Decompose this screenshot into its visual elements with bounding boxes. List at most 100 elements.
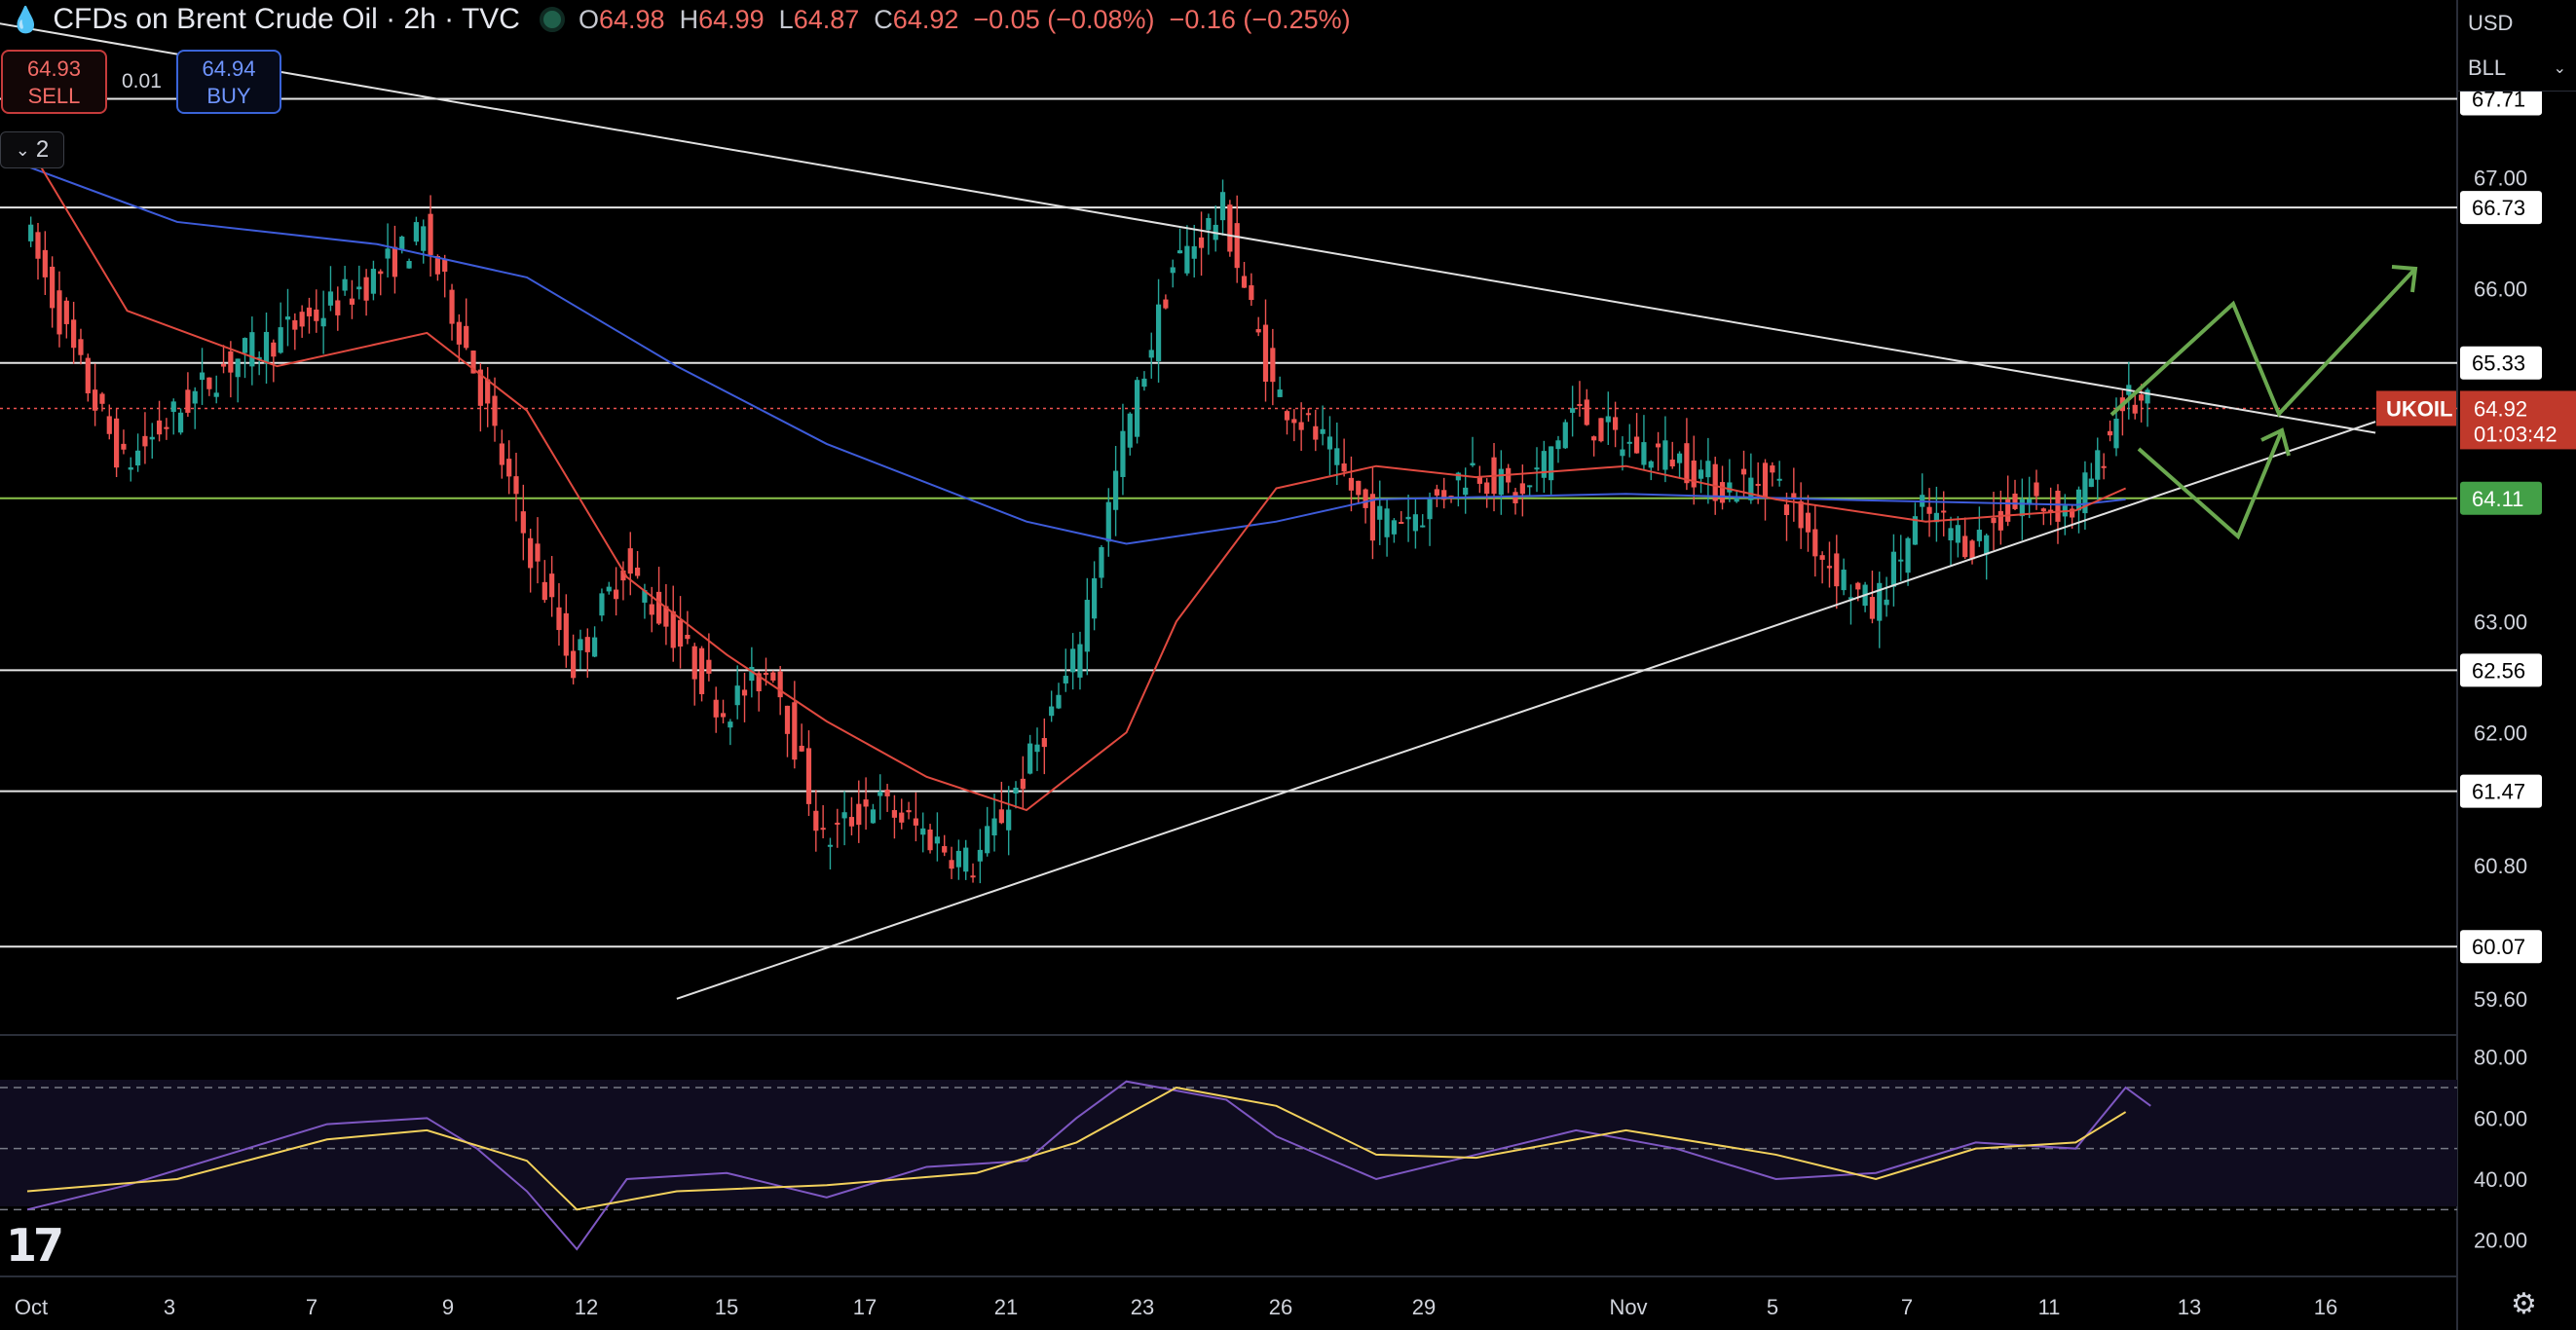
candle-body [1605,416,1611,423]
symbol-badge [2376,390,2456,426]
symbol-title[interactable]: CFDs on Brent Crude Oil · 2h · TVC [53,3,520,35]
level-price-tag [2460,653,2542,687]
candle-body [327,291,334,306]
candle-body [1541,451,1547,478]
indicators-toggle[interactable]: ⌄ 2 [0,131,64,168]
time-tick-label: 12 [575,1295,598,1319]
candle-body [963,847,969,872]
candle-body [2055,490,2061,522]
candle-body [1377,505,1383,520]
candle-body [164,426,169,429]
candle-body [2095,450,2101,480]
candle-body [1441,490,1447,500]
candle-body [1291,419,1297,424]
candle-body [134,450,141,466]
candle-body [1184,245,1190,274]
candle-body [149,436,155,440]
candle-body [1519,483,1525,495]
candle-body [584,637,590,652]
candle-body [749,666,755,682]
candle-body [1584,399,1589,425]
candle-body [1399,522,1404,525]
ma-slow-line [26,166,2126,545]
candle-body [114,418,120,468]
time-tick-label: 9 [442,1295,454,1319]
candle-body [813,810,819,831]
candle-body [884,789,890,796]
rsi-tick-label: 80.00 [2474,1046,2527,1070]
candle-body [1405,516,1411,520]
candle-body [1655,443,1661,448]
candle-body [1991,517,1997,524]
level-price-label: 62.56 [2472,658,2525,683]
candle-body [1527,485,1533,488]
candle-body [734,685,740,706]
candle-body [770,672,776,681]
candle-body [1555,440,1561,450]
candle-body [2101,465,2107,468]
candle-body [256,356,262,360]
candle-body [606,586,612,592]
buy-button[interactable]: 64.94 BUY [176,50,281,114]
candle-body [841,812,847,819]
level-price-label: 65.33 [2472,351,2525,376]
currency-selector[interactable]: USD [2458,0,2576,47]
chevron-down-icon: ⌄ [2553,59,2566,77]
candle-body [1740,468,1747,475]
trendline-ascending [676,421,2376,1000]
candle-body [1455,472,1461,481]
rsi-line [26,1080,2151,1251]
sell-label: SELL [27,84,81,108]
candle-body [1191,245,1197,259]
candle-body [1412,514,1419,532]
candle-body [1869,597,1876,619]
candle-body [1155,304,1162,362]
unit-selector[interactable]: BLL ⌄ [2458,45,2576,92]
candle-body [528,537,534,569]
candle-body [1997,510,2003,531]
candle-body [128,467,133,470]
candle-body [1127,413,1133,448]
candle-body [1755,483,1761,486]
last-price-tag [2460,390,2576,450]
rsi-tick-label: 20.00 [2474,1229,2527,1253]
candle-body [863,799,869,807]
candle-body [1084,600,1090,652]
settings-gear-icon[interactable]: ⚙ [2511,1288,2537,1320]
candle-body [1141,378,1147,388]
candle-body [2019,499,2025,517]
sell-button[interactable]: 64.93 SELL [1,50,107,114]
candle-body [1198,237,1205,248]
candle-body [1841,570,1847,591]
candle-body [1034,744,1040,753]
candle-body [563,612,569,656]
pullback-projection-arrow [2137,429,2284,540]
candle-body [1941,510,1947,513]
candle-body [698,647,705,694]
candle-body [691,646,697,680]
candle-body [1798,500,1804,529]
ohlc-readout: O64.98 H64.99 L64.87 C64.92 −0.05 (−0.08… [578,4,1351,34]
candle-body [1819,555,1825,560]
candle-body [2040,508,2046,512]
candle-body [1512,492,1518,503]
tradingview-logo-icon[interactable]: 17 [6,1219,64,1272]
candle-body [720,713,727,718]
candle-body [627,548,633,574]
candle-body [464,325,469,349]
candle-body [899,812,905,823]
candle-body [1719,482,1726,503]
candle-body [2132,404,2138,414]
candle-body [185,389,191,413]
candle-body [1805,512,1811,533]
candle-body [949,860,954,869]
candle-body [406,261,412,269]
candle-body [442,259,448,273]
candle-body [421,226,427,251]
candle-body [93,389,98,411]
candle-body [121,443,127,450]
level-price-tag [2460,346,2542,380]
candle-body [1613,417,1619,430]
candle-body [541,581,547,601]
